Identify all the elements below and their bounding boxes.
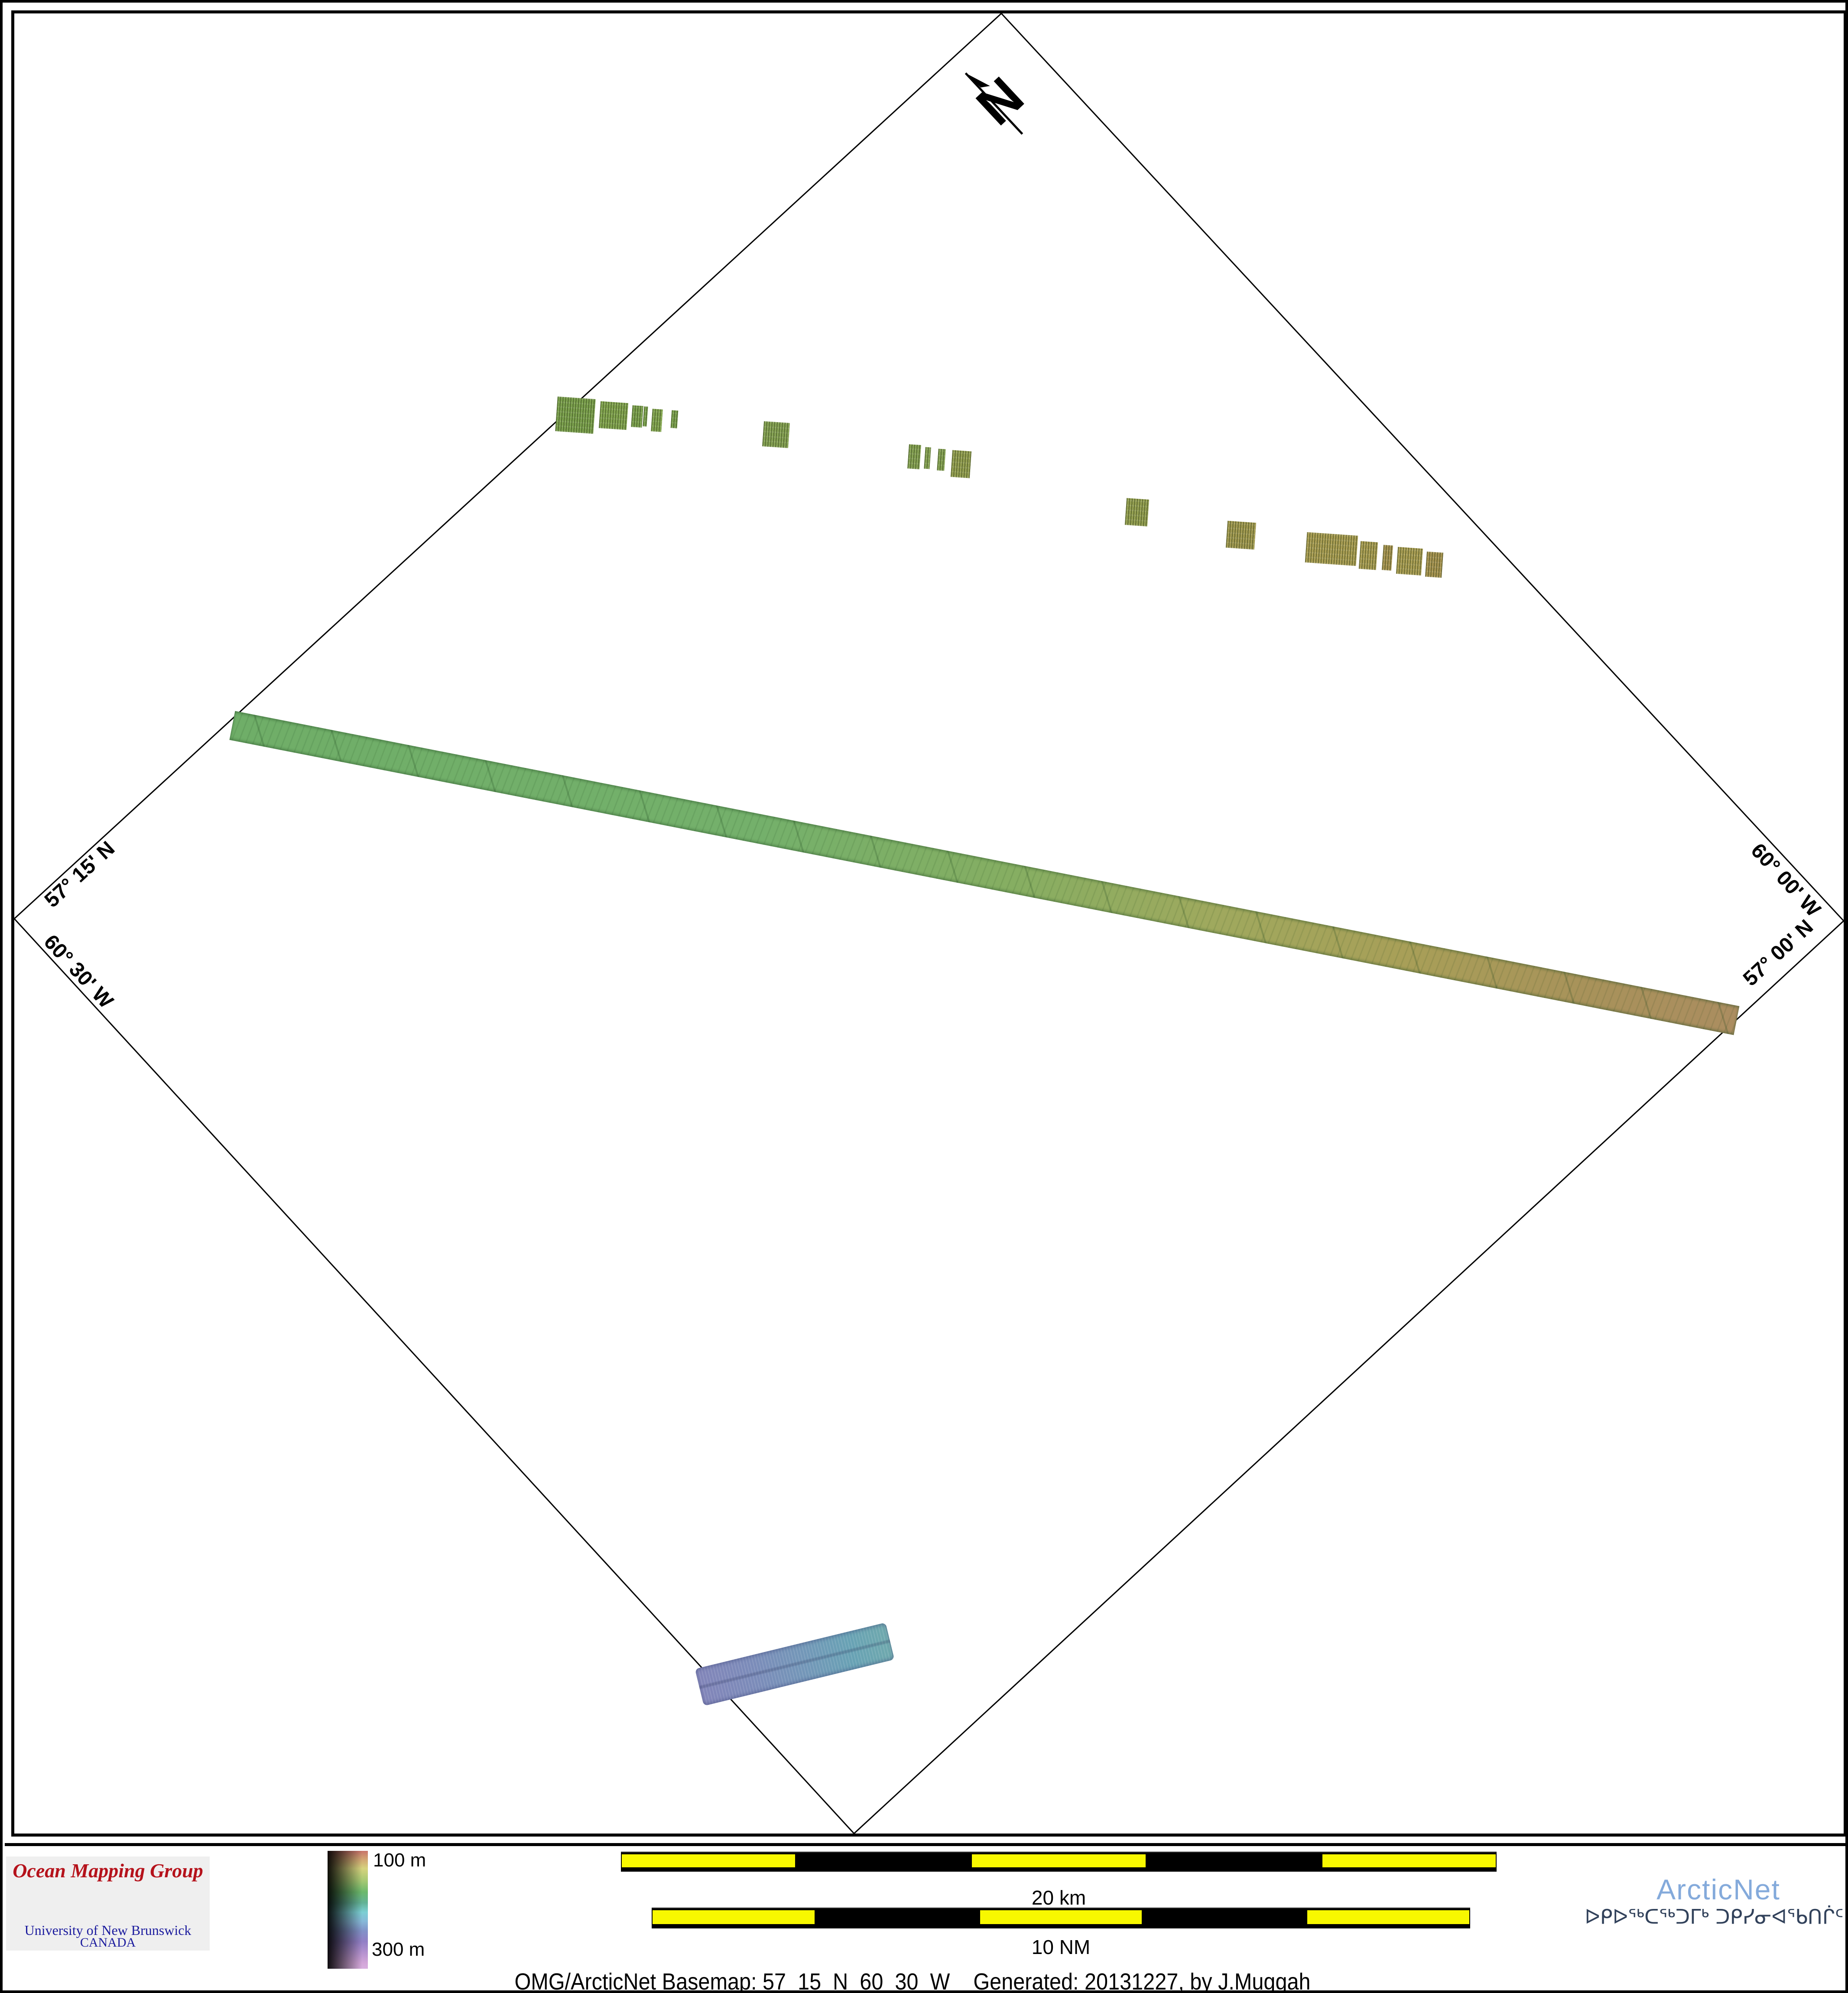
survey-patch (651, 409, 663, 432)
map-frame (11, 10, 1845, 1837)
survey-patch (1225, 520, 1257, 550)
survey-patch (907, 444, 921, 469)
arcticnet-logo: ArcticNet (1656, 1873, 1780, 1905)
scale-bar (652, 1907, 1470, 1928)
scale-bar-label: 20 km (1031, 1886, 1086, 1909)
survey-patch (598, 401, 629, 430)
survey-patch (1305, 532, 1358, 566)
survey-patch (950, 450, 972, 478)
survey-patch (670, 410, 679, 429)
scale-bar-segment (979, 1909, 1143, 1925)
survey-patch (1382, 545, 1393, 571)
footer-separator-line (5, 1843, 1845, 1846)
omg-logo: Ocean Mapping Group University of New Br… (6, 1856, 210, 1951)
scale-bar-segment (971, 1853, 1146, 1868)
map-caption: OMG/ArcticNet Basemap: 57_15_N_60_30_W G… (514, 1969, 1311, 1993)
scale-bar-segment (1306, 1909, 1470, 1925)
survey-patch (1396, 547, 1423, 575)
scale-bar-segment (652, 1909, 815, 1925)
colorbar-label-top: 100 m (373, 1850, 426, 1871)
arcticnet-inuktitut-text: ᐅᑭᐅᖅᑕᖅᑐᒥᒃ ᑐᑭᓯᓂᐊᖃᑎᒌᑦ (1585, 1905, 1844, 1928)
colorbar-label-bottom: 300 m (372, 1939, 425, 1960)
omg-logo-university: University of New Brunswick (24, 1922, 192, 1938)
scale-bar-segment (621, 1853, 796, 1868)
scale-bar-segment (1321, 1853, 1497, 1868)
survey-patch (762, 421, 790, 449)
survey-patch (1124, 498, 1150, 527)
omg-logo-country: CANADA (80, 1935, 136, 1950)
scale-bar-label: 10 NM (1031, 1936, 1091, 1958)
scale-bar (621, 1851, 1497, 1872)
survey-patch (631, 405, 643, 428)
survey-patch (555, 397, 596, 434)
survey-patch (937, 449, 946, 471)
omg-logo-title: Ocean Mapping Group (13, 1860, 203, 1882)
depth-colorbar (328, 1851, 368, 1969)
survey-patch (1358, 541, 1378, 570)
survey-patch (1425, 551, 1443, 578)
